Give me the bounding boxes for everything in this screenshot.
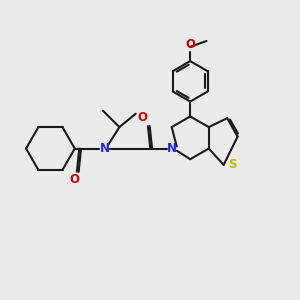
Text: O: O: [185, 38, 195, 51]
Text: N: N: [100, 142, 110, 155]
Text: S: S: [228, 158, 236, 171]
Text: O: O: [70, 173, 80, 186]
Text: O: O: [138, 111, 148, 124]
Text: N: N: [167, 142, 177, 155]
